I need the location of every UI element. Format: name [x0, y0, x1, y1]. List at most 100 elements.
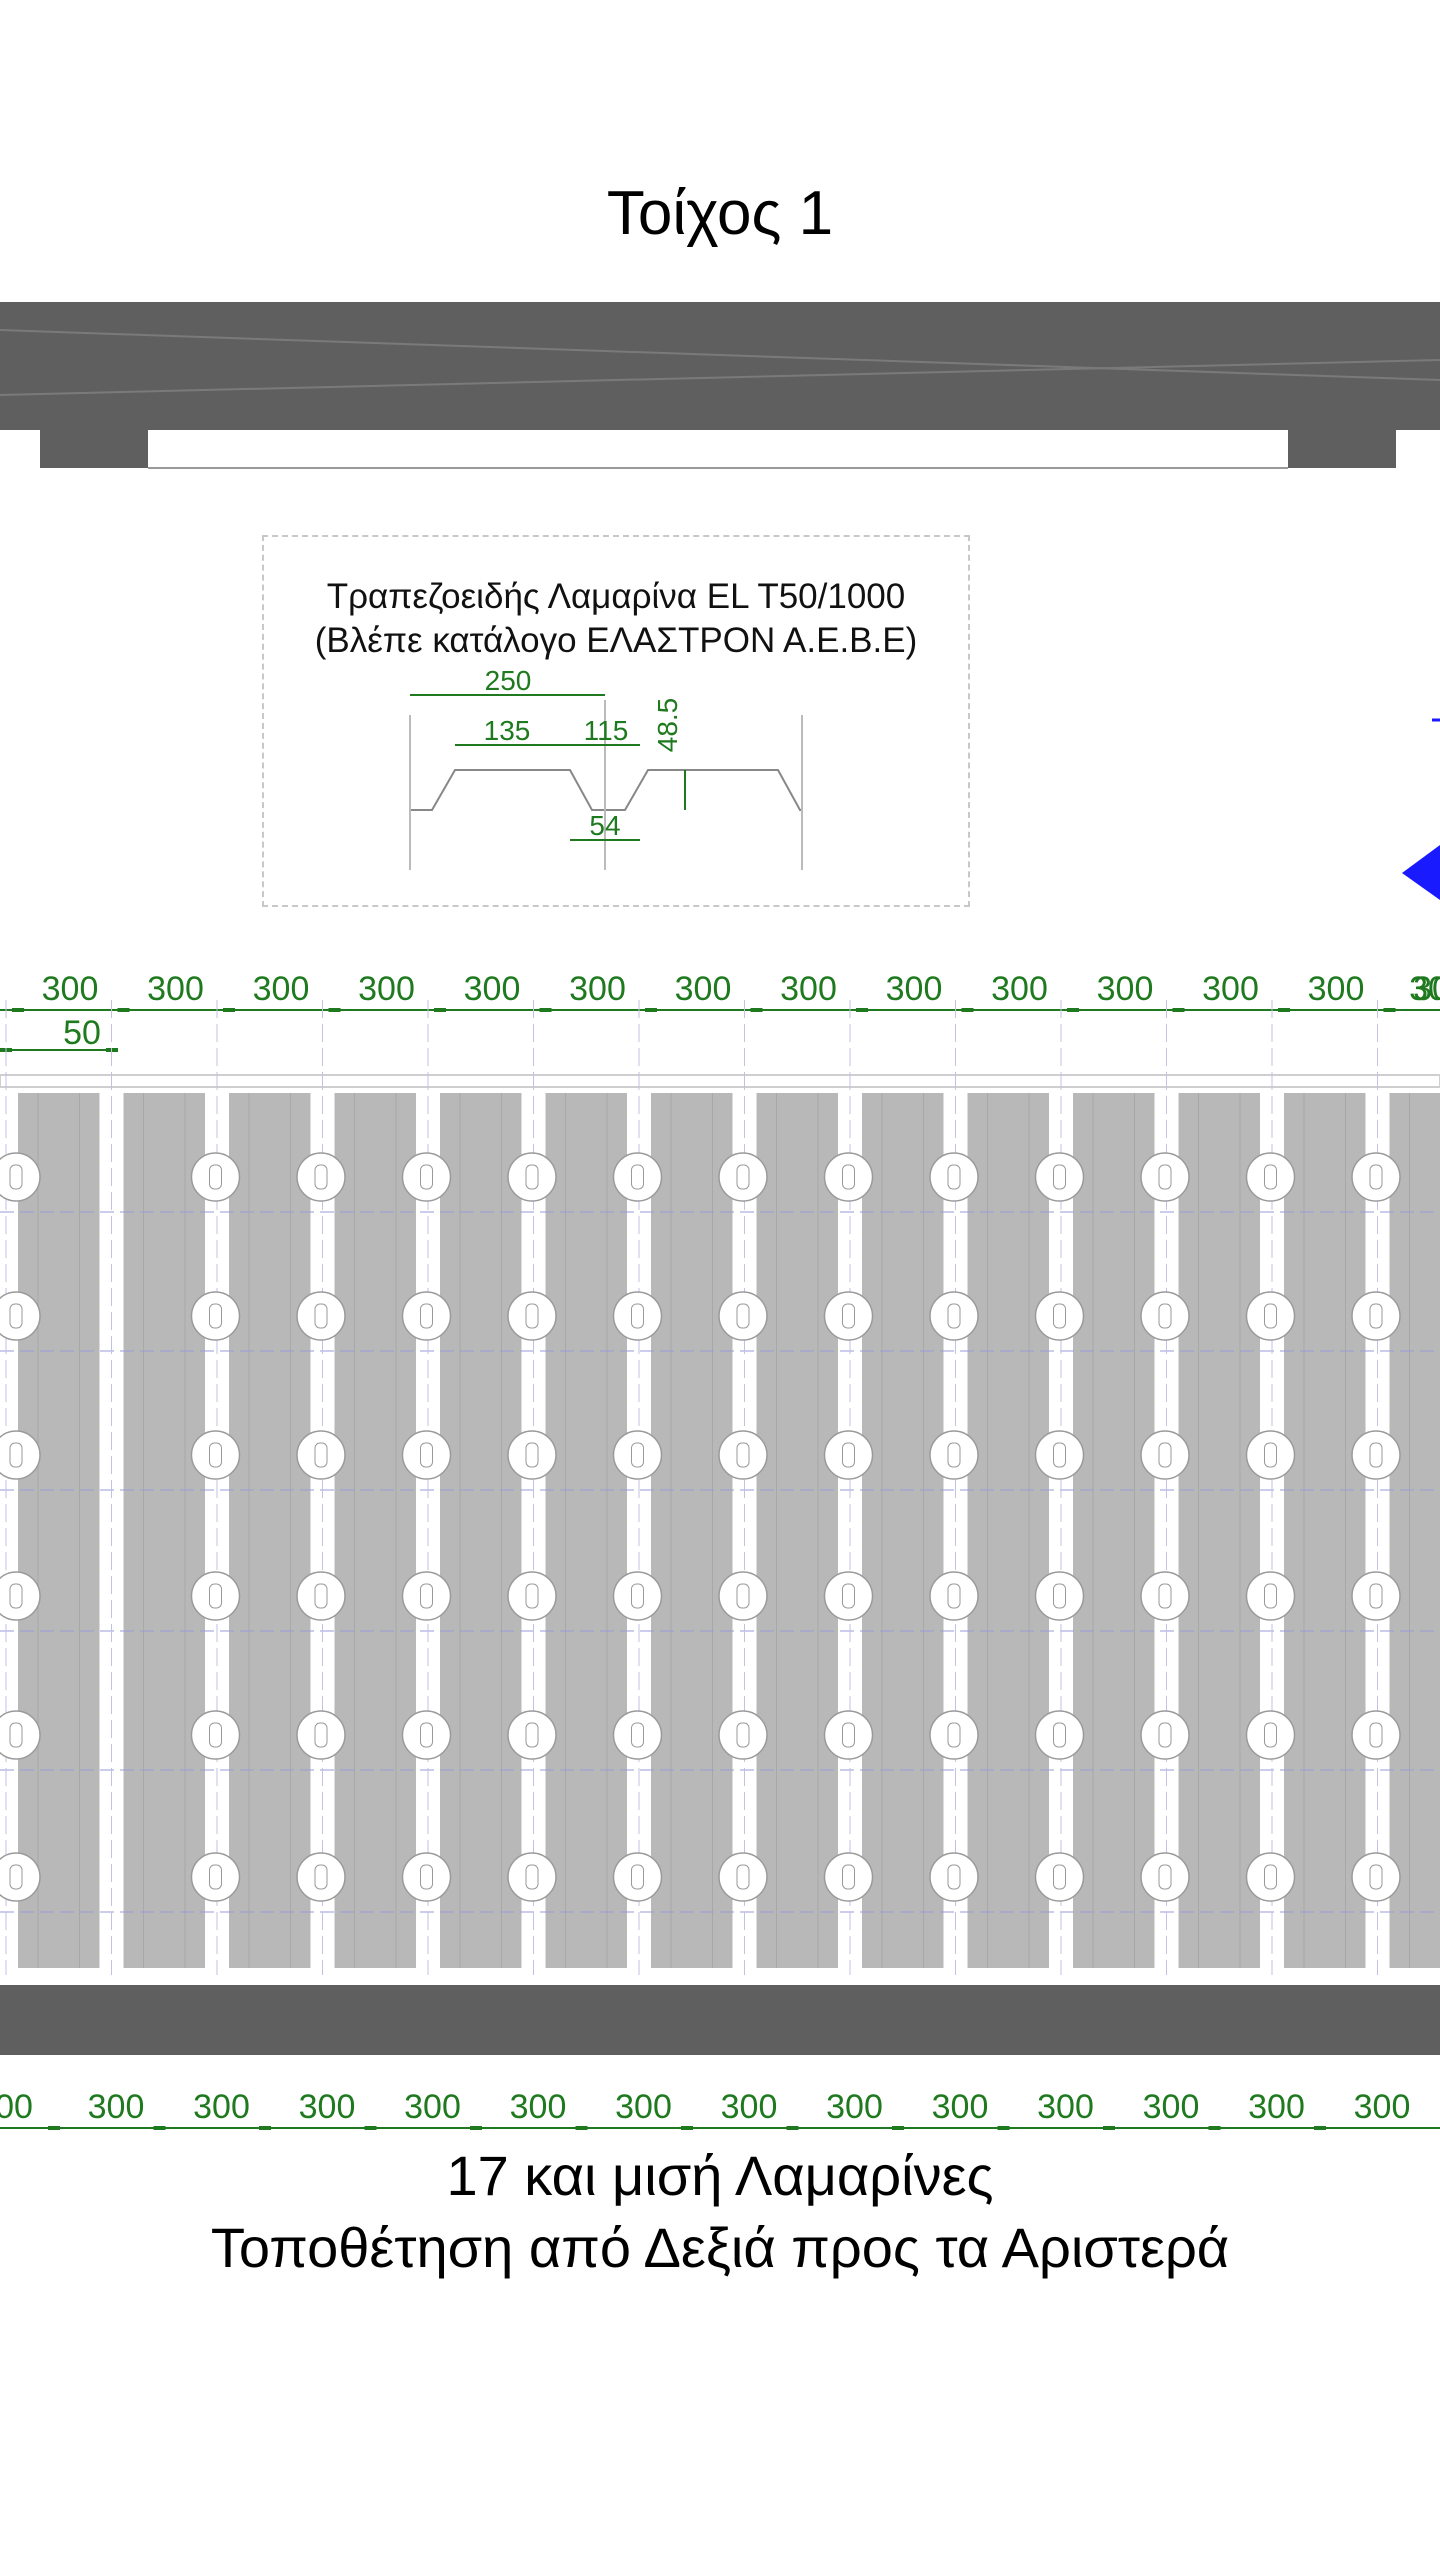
- fixing-gridlines: [0, 1000, 1440, 1975]
- fastener-screw: [1264, 1442, 1277, 1468]
- fastener-screw: [842, 1303, 855, 1329]
- fastener-screw: [314, 1303, 328, 1329]
- dim-top-flange: 135: [484, 715, 531, 746]
- fastener-screw: [1264, 1164, 1277, 1190]
- wall-title: Τοίχος 1: [606, 179, 834, 248]
- bottom-dim-label: 300: [1143, 2088, 1200, 2126]
- fastener-screw: [947, 1583, 961, 1609]
- profile-info-box: Τραπεζοειδής Λαμαρίνα EL T50/1000 (Βλέπε…: [262, 535, 970, 907]
- bottom-dim-label: 300: [1248, 2088, 1305, 2126]
- fastener-screw: [1369, 1442, 1383, 1468]
- dim-bottom-flange: 54: [589, 810, 620, 841]
- fastener-screw: [420, 1722, 433, 1748]
- fastener-screw: [1158, 1864, 1172, 1890]
- fastener-screw: [1053, 1442, 1066, 1468]
- bottom-dim-label: 300: [615, 2088, 672, 2126]
- bottom-dim-label: 300: [510, 2088, 567, 2126]
- top-dim-label: 300: [569, 970, 626, 1008]
- top-dim-label: 300: [1308, 970, 1365, 1008]
- fastener-screw: [9, 1583, 23, 1609]
- top-dim-offset-label: 50: [63, 1014, 101, 1052]
- fastener-screw: [314, 1583, 328, 1609]
- fastener-screw: [736, 1722, 750, 1748]
- fastener-screw: [1264, 1864, 1277, 1890]
- fastener-screw: [209, 1722, 222, 1748]
- direction-arrow-icon: [1402, 845, 1440, 900]
- sheet-band: [651, 1093, 733, 1968]
- fastener-screw: [947, 1303, 961, 1329]
- sheet-band: [862, 1093, 944, 1968]
- sheet-band: [1284, 1093, 1366, 1968]
- fastener-screw: [1053, 1722, 1066, 1748]
- top-dim-label: 300: [1097, 970, 1154, 1008]
- sheet-band: [334, 1093, 416, 1968]
- sheet-band: [756, 1093, 838, 1968]
- fastener-screw: [314, 1164, 328, 1190]
- bottom-dim-label: 300: [193, 2088, 250, 2126]
- fastener-screw: [420, 1442, 433, 1468]
- bottom-dim-label: 300: [299, 2088, 356, 2126]
- fastener-screw: [631, 1164, 644, 1190]
- fastener-screw: [1053, 1864, 1066, 1890]
- fastener-screw: [736, 1583, 750, 1609]
- fastener-screw: [842, 1442, 855, 1468]
- bottom-dim-label: 300: [1354, 2088, 1411, 2126]
- top-dimension-chain: 300 300 300 300 300 300 300 300 300 300 300 300 300 3…: [0, 970, 1440, 1052]
- fastener-screw: [631, 1303, 644, 1329]
- caption-placement-direction: Τοποθέτηση από Δεξιά προς τα Αριστερά: [210, 2216, 1230, 2279]
- fastener-screw: [420, 1164, 433, 1190]
- bottom-dim-label: 300: [88, 2088, 145, 2126]
- fastener-screw: [1053, 1583, 1066, 1609]
- fastener-screw: [736, 1303, 750, 1329]
- bottom-dim-label: 300: [932, 2088, 989, 2126]
- fastener-screw: [947, 1864, 961, 1890]
- fastener-screw: [420, 1303, 433, 1329]
- fastener-screw: [525, 1164, 539, 1190]
- fastener-screw: [420, 1583, 433, 1609]
- fastener-screw: [1158, 1583, 1172, 1609]
- fastener-screw: [9, 1164, 23, 1190]
- fastener-screw: [631, 1583, 644, 1609]
- sheet-band: [440, 1093, 522, 1968]
- sheet-band: [123, 1093, 205, 1968]
- wall-panel: [0, 1000, 1440, 1975]
- fastener-screw: [1369, 1303, 1383, 1329]
- dim-pitch: 250: [485, 665, 532, 696]
- fastener-screw: [209, 1442, 222, 1468]
- fastener-screw: [947, 1722, 961, 1748]
- caption: 17 και μισή Λαμαρίνες Τοποθέτηση από Δεξ…: [0, 2140, 1440, 2284]
- fastener-screw: [1369, 1164, 1383, 1190]
- profile-section: [409, 700, 803, 870]
- sheet-band: [545, 1093, 627, 1968]
- fastener-screw: [1264, 1583, 1277, 1609]
- fastener-screw: [1369, 1583, 1383, 1609]
- fastener-screw: [631, 1442, 644, 1468]
- bottom-dim-label: 300: [826, 2088, 883, 2126]
- bottom-dim-label: 300: [404, 2088, 461, 2126]
- fastener-screw: [209, 1583, 222, 1609]
- fastener-screw: [842, 1583, 855, 1609]
- fastener-screw: [525, 1722, 539, 1748]
- fastener-screw: [631, 1864, 644, 1890]
- fastener-screw: [420, 1864, 433, 1890]
- fastener-screw: [9, 1442, 23, 1468]
- top-dim-label: 300: [358, 970, 415, 1008]
- fastener-screw: [1369, 1722, 1383, 1748]
- bottom-beam: [0, 1985, 1440, 2055]
- fastener-screw: [1158, 1722, 1172, 1748]
- fasteners: [0, 1152, 1401, 1902]
- fastener-screw: [9, 1864, 23, 1890]
- fastener-screw: [631, 1722, 644, 1748]
- fastener-screw: [9, 1303, 23, 1329]
- sheet-band: [1389, 1093, 1440, 1968]
- fastener-screw: [525, 1864, 539, 1890]
- dim-height: 48.5: [652, 698, 683, 753]
- fastener-screw: [947, 1442, 961, 1468]
- fastener-screw: [314, 1722, 328, 1748]
- fastener-screw: [947, 1164, 961, 1190]
- top-dim-label: 300: [886, 970, 943, 1008]
- profile-dimensions: 250 135 115 48.5 54: [410, 665, 686, 841]
- top-beam: [0, 302, 1440, 469]
- fastener-screw: [1158, 1164, 1172, 1190]
